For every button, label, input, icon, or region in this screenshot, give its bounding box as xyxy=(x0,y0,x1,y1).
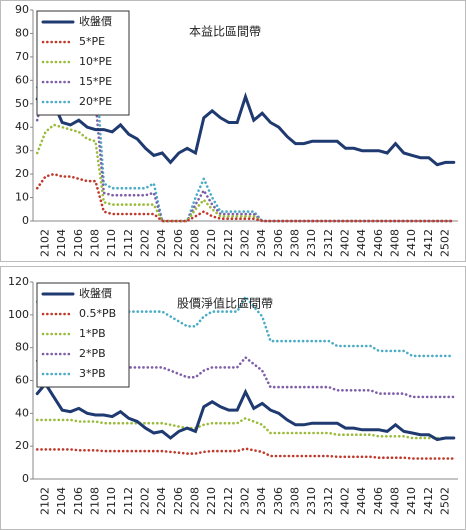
x-tick-label: 2102 xyxy=(39,487,52,515)
series-line xyxy=(35,416,456,440)
y-tick-label: 60 xyxy=(15,374,29,387)
y-tick-label: 0 xyxy=(22,214,29,227)
y-tick-label: 40 xyxy=(15,406,29,419)
y-tick-label: 100 xyxy=(8,308,29,321)
x-tick-label: 2108 xyxy=(89,229,102,257)
x-tick-label: 2310 xyxy=(305,229,318,257)
x-tick-label: 2402 xyxy=(339,487,352,515)
x-tick-label: 2410 xyxy=(405,487,418,515)
series-line xyxy=(35,355,456,399)
legend-label: 20*PE xyxy=(79,95,112,108)
y-tick-label: 60 xyxy=(15,73,29,86)
x-tick-label: 2112 xyxy=(122,487,135,515)
x-tick-label: 2408 xyxy=(389,229,402,257)
x-tick-label: 2312 xyxy=(322,229,335,257)
x-tick-label: 2412 xyxy=(422,229,435,257)
x-tick-label: 2110 xyxy=(105,487,118,515)
x-tick-label: 2306 xyxy=(272,229,285,257)
x-tick-label: 2204 xyxy=(155,229,168,257)
x-tick-label: 2406 xyxy=(372,229,385,257)
y-tick-label: 0 xyxy=(22,472,29,485)
x-tick-label: 2502 xyxy=(439,487,452,515)
x-tick-label: 2106 xyxy=(72,487,85,515)
legend-label: 收盤價 xyxy=(79,14,112,28)
chart-title: 本益比區間帶 xyxy=(189,25,261,39)
y-tick-label: 30 xyxy=(15,144,29,157)
legend-label: 15*PE xyxy=(79,75,112,88)
x-tick-label: 2502 xyxy=(439,229,452,257)
x-tick-label: 2210 xyxy=(205,229,218,257)
x-tick-label: 2102 xyxy=(39,229,52,257)
pb-chart: 0 20 40 60 80 100 120 2102 2104 2106 2108 2110 2112 2… xyxy=(0,266,466,530)
x-tick-label: 2412 xyxy=(422,487,435,515)
x-tick-label: 2210 xyxy=(205,487,218,515)
y-tick-label: 40 xyxy=(15,120,29,133)
x-tick-label: 2208 xyxy=(189,229,202,257)
legend-label: 10*PE xyxy=(79,55,112,68)
x-tick-label: 2312 xyxy=(322,487,335,515)
legend-label: 2*PB xyxy=(79,347,106,360)
legend-label: 收盤價 xyxy=(79,286,112,300)
x-tick-label: 2202 xyxy=(139,487,152,515)
chart-title: 股價淨值比區間帶 xyxy=(177,296,273,311)
legend-label: 5*PE xyxy=(79,35,105,48)
x-tick-label: 2104 xyxy=(55,229,68,257)
x-tick-label: 2204 xyxy=(155,487,168,515)
x-tick-label: 2402 xyxy=(339,229,352,257)
x-tick-label: 2408 xyxy=(389,487,402,515)
x-tick-label: 2302 xyxy=(239,487,252,515)
x-tick-label: 2302 xyxy=(239,229,252,257)
series-line xyxy=(35,81,456,167)
x-tick-label: 2104 xyxy=(55,487,68,515)
y-tick-label: 80 xyxy=(15,341,29,354)
series-line xyxy=(35,123,456,223)
legend-label: 3*PB xyxy=(79,367,106,380)
x-tick-label: 2110 xyxy=(105,229,118,257)
x-tick-label: 2304 xyxy=(255,487,268,515)
plot xyxy=(35,27,456,223)
x-tick-label: 2308 xyxy=(289,487,302,515)
x-tick-label: 2206 xyxy=(172,487,185,515)
series-line xyxy=(35,381,456,442)
x-tick-label: 2404 xyxy=(355,229,368,257)
y-tick-label: 90 xyxy=(15,3,29,16)
x-tick-label: 2212 xyxy=(222,229,235,257)
x-tick-label: 2202 xyxy=(139,229,152,257)
series-line xyxy=(35,447,456,460)
x-tick-label: 2306 xyxy=(272,487,285,515)
x-tick-label: 2304 xyxy=(255,229,268,257)
x-tick-label: 2108 xyxy=(89,487,102,515)
x-tick-label: 2310 xyxy=(305,487,318,515)
pe-chart: 0 10 20 30 40 50 60 70 80 90 2102 2104 2106 2108 2110 2… xyxy=(0,0,466,262)
y-tick-label: 20 xyxy=(15,439,29,452)
x-tick-label: 2308 xyxy=(289,229,302,257)
x-tick-label: 2208 xyxy=(189,487,202,515)
y-tick-label: 50 xyxy=(15,97,29,110)
y-tick-label: 120 xyxy=(8,275,29,288)
x-tick-label: 2206 xyxy=(172,229,185,257)
x-tick-label: 2106 xyxy=(72,229,85,257)
series-line xyxy=(35,172,456,223)
x-tick-label: 2212 xyxy=(222,487,235,515)
x-tick-label: 2404 xyxy=(355,487,368,515)
x-tick-label: 2410 xyxy=(405,229,418,257)
series-line xyxy=(35,76,456,223)
y-tick-label: 10 xyxy=(15,191,29,204)
y-tick-label: 80 xyxy=(15,26,29,39)
legend-label: 1*PB xyxy=(79,327,106,340)
x-tick-label: 2112 xyxy=(122,229,135,257)
legend-label: 0.5*PB xyxy=(79,307,116,320)
y-tick-label: 70 xyxy=(15,50,29,63)
y-tick-label: 20 xyxy=(15,167,29,180)
x-tick-label: 2406 xyxy=(372,487,385,515)
